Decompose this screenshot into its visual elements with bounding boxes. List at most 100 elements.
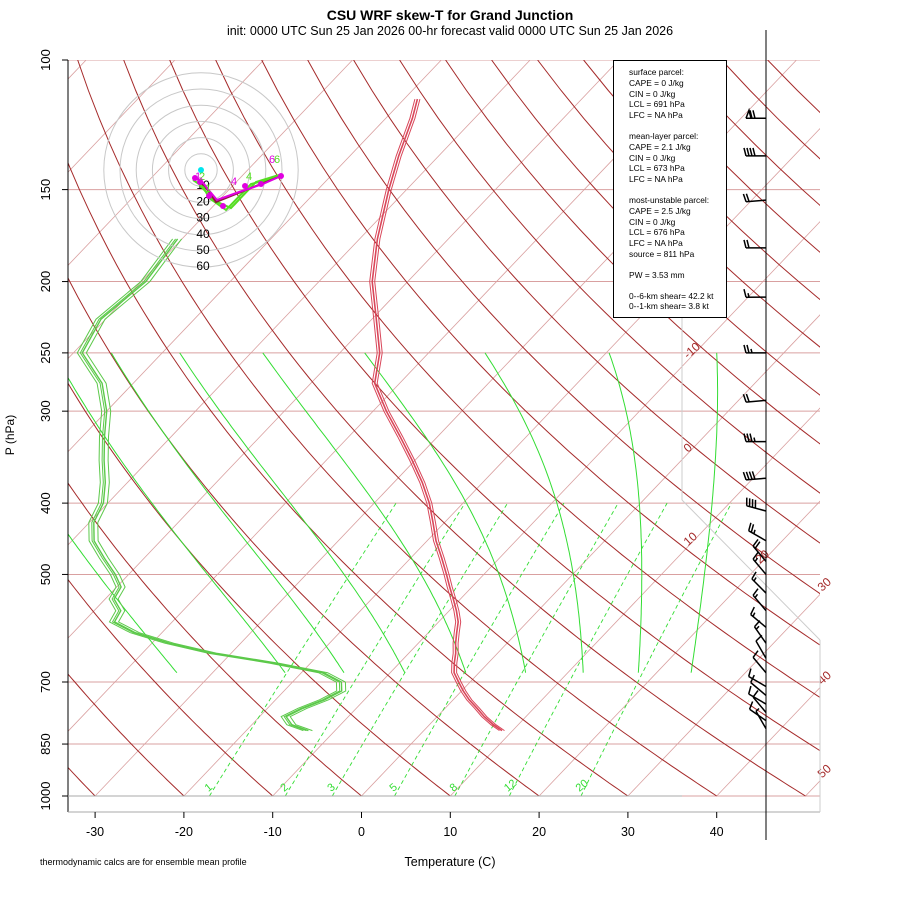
- x-tick-label: 40: [710, 825, 724, 839]
- surface-cin: CIN = 0 J/kg: [629, 88, 676, 99]
- dry-adiabat-line: [68, 673, 185, 797]
- y-tick-label: 700: [38, 671, 53, 693]
- moist-adiabat-line: [690, 352, 719, 673]
- mean-layer-lfc: LFC = NA hPa: [629, 174, 683, 185]
- y-tick-label: 850: [38, 733, 53, 755]
- mixing-ratio-line: [284, 502, 466, 797]
- y-tick-label: 500: [38, 564, 53, 586]
- temperature-profile-line: [369, 98, 500, 732]
- dry-adiabat-line: [68, 482, 362, 797]
- surface-parcel-stats: surface parcel: CAPE = 0 J/kg CIN = 0 J/…: [629, 67, 726, 121]
- y-tick-label: 200: [38, 271, 53, 293]
- y-tick-label: 400: [38, 492, 53, 514]
- wind-barb: [742, 471, 767, 481]
- most-unstable-cape: CAPE = 2.5 J/kg: [629, 205, 691, 216]
- dewpoint-profile-line: [85, 238, 347, 732]
- surface-parcel-heading: surface parcel:: [629, 67, 684, 77]
- hodograph-ring-label: 30: [196, 211, 210, 225]
- x-tick-label: 20: [532, 825, 546, 839]
- hodograph-height-label: 6: [274, 154, 280, 166]
- wind-barb: [745, 497, 767, 512]
- hodograph-ring: [103, 72, 299, 268]
- plot-frame: [67, 60, 821, 813]
- dewpoint-profile-line: [79, 238, 341, 732]
- y-tick-label: 250: [38, 342, 53, 364]
- chart-subtitle: init: 0000 UTC Sun 25 Jan 2026 00-hr for…: [226, 24, 674, 38]
- dry-adiabat-line: [68, 276, 540, 797]
- parcel-stats-box: surface parcel: CAPE = 0 J/kg CIN = 0 J/…: [613, 60, 727, 318]
- isotherm-label: 30: [815, 575, 835, 595]
- dry-adiabat-line: [68, 161, 629, 797]
- dry-adiabat-line: [215, 60, 820, 699]
- wind-barb: [750, 674, 767, 696]
- wind-barb: [752, 650, 767, 674]
- isotherm-line: [68, 60, 531, 546]
- dry-adiabat-line: [353, 60, 820, 544]
- isotherm-line: [68, 60, 708, 732]
- wind-barb: [742, 393, 767, 403]
- wind-barb: [750, 606, 767, 628]
- shear-stats: 0--6-km shear= 42.2 kt 0--1-km shear= 3.…: [629, 291, 726, 313]
- wind-barb: [752, 588, 767, 612]
- hodograph-point: [197, 179, 203, 185]
- hodograph-height-label: 6: [269, 154, 275, 166]
- dry-adiabat-line: [68, 382, 451, 797]
- dewpoint-profile-line: [76, 238, 338, 732]
- x-axis-label: Temperature (C): [404, 855, 496, 869]
- isotherm-line: [450, 407, 820, 797]
- mixing-ratio-line: [394, 502, 565, 797]
- moist-adiabat-line: [110, 352, 345, 673]
- mixing-ratio-label: 12: [502, 777, 519, 794]
- dry-adiabat-line: [721, 60, 820, 160]
- mixing-ratio-label: 3: [325, 781, 337, 794]
- dry-adiabat-line: [77, 60, 717, 797]
- hodograph-height-label: 1: [205, 183, 211, 195]
- y-tick-label: 150: [38, 179, 53, 201]
- x-tick-label: 10: [443, 825, 457, 839]
- shear-0-6km: 0--6-km shear= 42.2 kt: [629, 290, 714, 301]
- moist-adiabat-line: [262, 352, 467, 673]
- pw-value: PW = 3.53 mm: [629, 269, 685, 280]
- isotherm-label: -10: [681, 339, 703, 361]
- hodograph-point: [206, 193, 212, 199]
- hodograph-height-label: 0: [197, 176, 203, 188]
- dry-adiabat-line: [307, 60, 820, 595]
- mixing-ratio-line: [454, 502, 619, 797]
- hodograph-ring-label: 20: [196, 194, 210, 208]
- precipitable-water: PW = 3.53 mm: [629, 270, 726, 281]
- dry-adiabat-line: [123, 60, 806, 797]
- isotherm-line: [68, 60, 176, 173]
- mixing-ratio-label: 5: [387, 781, 399, 794]
- wind-barb: [753, 620, 767, 644]
- hodograph-point: [220, 203, 226, 209]
- wind-barb: [743, 344, 767, 354]
- isotherm-line: [716, 687, 820, 797]
- mean-layer-heading: mean-layer parcel:: [629, 130, 699, 141]
- wind-barb: [755, 707, 767, 730]
- most-unstable-cin: CIN = 0 J/kg: [629, 216, 676, 227]
- dry-adiabat-line: [169, 60, 820, 752]
- hodograph-height-label: 1: [195, 171, 201, 183]
- mean-layer-cape: CAPE = 2.1 J/kg: [629, 141, 691, 152]
- dry-adiabat-line: [445, 60, 820, 445]
- isotherm-line: [68, 60, 264, 266]
- most-unstable-lfc: LFC = NA hPa: [629, 238, 683, 249]
- most-unstable-source: source = 811 hPa: [629, 248, 695, 259]
- x-tick-label: -10: [264, 825, 282, 839]
- moist-adiabat-line: [608, 352, 643, 673]
- mixing-ratio-label: 20: [574, 777, 591, 794]
- y-axis-label: P (hPa): [3, 414, 17, 456]
- isotherm-label: 50: [815, 761, 835, 781]
- hodograph-point: [242, 183, 248, 189]
- hodograph-ring-label: 60: [196, 259, 210, 273]
- surface-lfc: LFC = NA hPa: [629, 110, 683, 121]
- isotherm-line: [68, 60, 353, 360]
- footnote: thermodynamic calcs are for ensemble mea…: [40, 857, 247, 867]
- wind-barb: [743, 147, 767, 157]
- wind-barb: [747, 522, 767, 542]
- moist-adiabat-line: [364, 352, 527, 673]
- hodograph-ring-label: 40: [196, 227, 210, 241]
